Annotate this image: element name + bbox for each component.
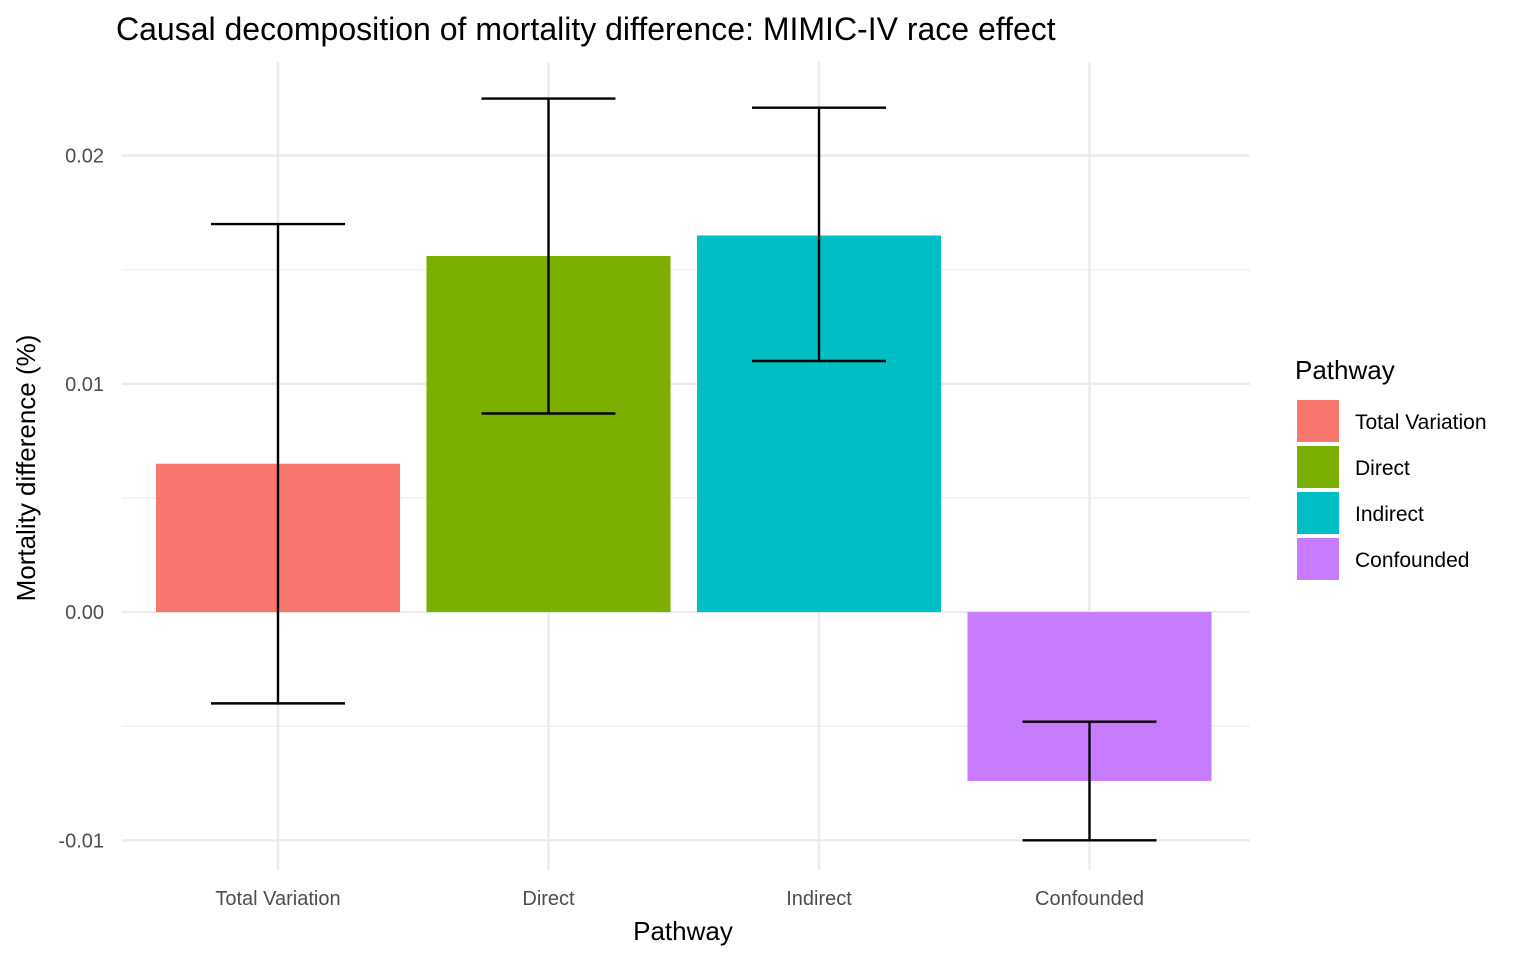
x-tick-label: Direct: [522, 888, 575, 910]
legend-swatch: [1297, 538, 1339, 580]
legend-label: Confounded: [1355, 549, 1469, 572]
x-axis-title: Pathway: [633, 916, 733, 946]
error-bar-confounded: [1022, 720, 1157, 842]
error-bars: [211, 97, 1157, 842]
y-tick-label: 0.01: [65, 374, 104, 396]
x-tick-label: Total Variation: [215, 888, 340, 910]
legend-item-total-variation: Total Variation: [1297, 400, 1487, 442]
x-tick-label: Confounded: [1035, 888, 1144, 910]
legend-label: Direct: [1355, 457, 1410, 480]
x-axis-ticks: Total Variation Direct Indirect Confounded: [215, 888, 1144, 910]
error-bar-direct: [481, 97, 616, 415]
bars: [156, 235, 1212, 781]
y-axis-title: Mortality difference (%): [11, 335, 41, 602]
chart-title: Causal decomposition of mortality differ…: [116, 11, 1056, 47]
y-tick-label: -0.01: [58, 830, 104, 852]
error-bar-indirect: [752, 106, 886, 363]
legend-item-direct: Direct: [1297, 446, 1410, 488]
y-tick-label: 0.02: [65, 146, 104, 168]
x-tick-label: Indirect: [786, 888, 852, 910]
legend-label: Total Variation: [1355, 411, 1487, 434]
legend-item-indirect: Indirect: [1297, 492, 1424, 534]
legend-swatch: [1297, 492, 1339, 534]
legend-swatch: [1297, 446, 1339, 488]
legend-swatch: [1297, 400, 1339, 442]
legend-title: Pathway: [1295, 355, 1395, 385]
legend-item-confounded: Confounded: [1297, 538, 1469, 580]
y-tick-label: 0.00: [65, 602, 104, 624]
y-axis-ticks: -0.01 0.00 0.01 0.02: [58, 146, 104, 853]
legend-label: Indirect: [1355, 503, 1424, 526]
error-bar-total-variation: [211, 222, 345, 705]
legend: Pathway Total Variation Direct Indirect Con…: [1295, 355, 1487, 580]
